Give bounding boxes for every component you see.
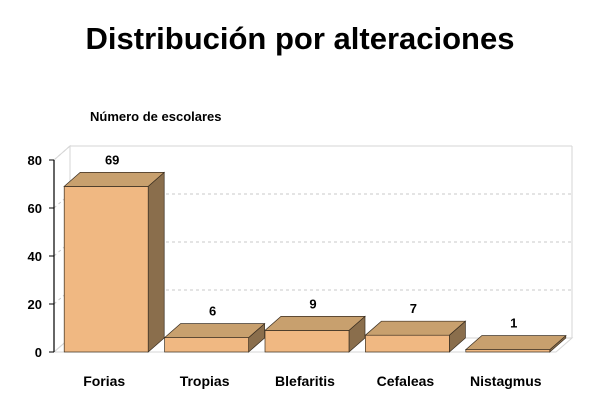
bar-top (364, 320, 467, 336)
y-tick-label: 0 (35, 345, 42, 360)
bar-front (164, 337, 249, 353)
data-label: 7 (410, 301, 417, 316)
bar (464, 334, 567, 353)
bar (163, 322, 266, 353)
bar-top (464, 335, 567, 350)
y-tick-label: 20 (28, 297, 42, 312)
data-label: 6 (209, 304, 216, 319)
y-tick-label: 60 (28, 201, 42, 216)
bar-top (163, 323, 266, 338)
data-label: 1 (510, 316, 517, 331)
x-tick-label: Forias (83, 373, 125, 389)
y-tick-label: 80 (28, 153, 42, 168)
bar-front (264, 330, 350, 353)
bar (63, 171, 166, 353)
x-tick-label: Tropias (180, 373, 230, 389)
bar (364, 320, 467, 353)
data-label: 69 (105, 152, 119, 167)
y-axis-label: Número de escolares (90, 109, 222, 124)
bar-top (264, 316, 366, 331)
bar-front (365, 334, 450, 353)
bar-layer (63, 171, 567, 353)
bar-top (63, 172, 166, 187)
bar (264, 315, 366, 353)
chart-title: Distribución por alteraciones (86, 21, 515, 56)
bar-side (147, 171, 165, 353)
bar-front (465, 349, 551, 353)
data-label: 9 (309, 296, 316, 311)
x-tick-label: Nistagmus (470, 373, 542, 389)
x-tick-label: Cefaleas (377, 373, 435, 389)
bar-front (63, 186, 149, 353)
label-layer: 0 20 40 60 80 69 Forias 6 Tropias 9 Blefaritis 7 Cef… (28, 152, 542, 389)
x-tick-label: Blefaritis (275, 373, 335, 389)
y-tick-label: 40 (28, 249, 42, 264)
